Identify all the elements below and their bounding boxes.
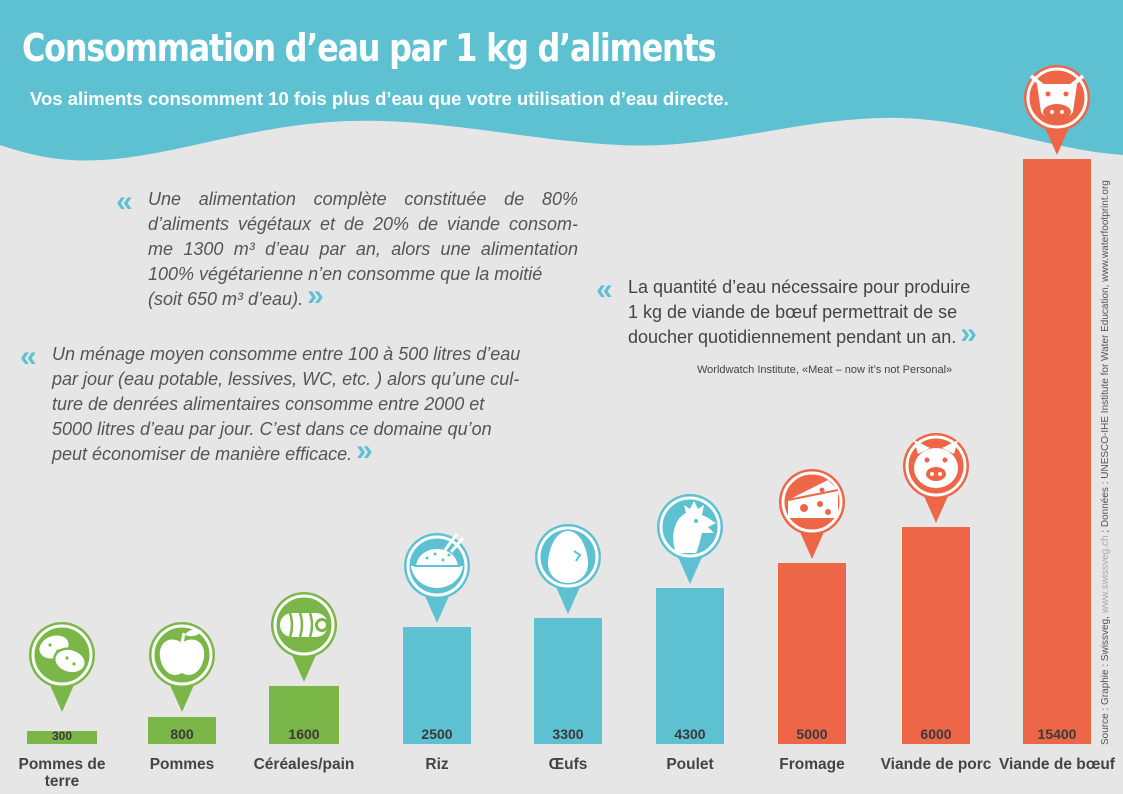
rice-bowl-pin <box>404 533 470 623</box>
quote-line: ture de denrées alimentaires consomme en… <box>52 394 485 414</box>
quote-credit: Worldwatch Institute, «Meat – now it’s n… <box>697 364 953 376</box>
quote-line: 1 kg de viande de bœuf permettrait de se <box>628 302 958 322</box>
bar-value-label: 2500 <box>421 726 453 742</box>
bar-value-label: 6000 <box>920 726 952 742</box>
quote-line: me 1300 m³ d’eau par an, alors une alime… <box>148 239 578 259</box>
bar-9 <box>1023 159 1091 744</box>
bar-value-label: 300 <box>51 729 73 743</box>
bar-4 <box>403 627 471 744</box>
apple-icon <box>159 629 205 676</box>
bread-icon <box>280 612 329 638</box>
source-note: Source : Graphie : Swissveg, www.swissve… <box>1100 180 1111 745</box>
category-label: Céréales/pain <box>253 756 355 773</box>
pig-pin <box>903 433 969 523</box>
quote-line: La quantité d’eau nécessaire pour produi… <box>628 277 971 297</box>
bar-value-label: 5000 <box>796 726 828 742</box>
cheese-icon <box>787 480 839 518</box>
cow-pin <box>1024 65 1090 155</box>
bar-8 <box>902 527 970 744</box>
chicken-icon <box>673 501 716 553</box>
bar-value-label: 800 <box>170 726 194 742</box>
potato-pin <box>29 622 95 712</box>
quote-close-mark: » <box>307 279 324 312</box>
quote-line: (soit 650 m³ d’eau). <box>148 289 304 309</box>
bar-value-label: 3300 <box>552 726 584 742</box>
bar-value-label: 4300 <box>674 726 706 742</box>
quote-line: Un ménage moyen consomme entre 100 à 500… <box>52 344 521 364</box>
page-title: Consommation d’eau par 1 kg d’aliments <box>22 26 716 70</box>
rice-bowl-icon <box>411 533 465 588</box>
category-label: Pommes <box>149 756 215 773</box>
quote-diet: « Une alimentation complète constituée d… <box>116 187 578 312</box>
category-label: Viande de bœuf <box>999 756 1115 773</box>
bar-value-label: 15400 <box>1037 726 1077 742</box>
quote-line: peut économiser de manière efficace. <box>52 444 353 464</box>
bar-3 <box>269 686 339 744</box>
quote-line: Une alimentation complète constituée de … <box>148 189 578 209</box>
category-label: Pommes de terre <box>18 756 106 790</box>
source-prefix: Source : Graphie : Swissveg, <box>1100 613 1111 745</box>
egg-icon <box>548 531 588 583</box>
quote-line: par jour (eau potable, lessives, WC, etc… <box>52 369 520 389</box>
quote-line: doucher quotidiennement pendant un an. <box>628 327 957 347</box>
header-wave-background <box>0 0 1123 161</box>
pig-icon <box>914 440 958 488</box>
quote-close-mark: » <box>960 317 977 350</box>
quote-beef: « La quantité d’eau nécessaire pour prod… <box>596 275 1008 350</box>
bar-5 <box>534 618 602 744</box>
bread-pin <box>271 592 337 682</box>
quote-line: 100% végétarienne n’en consomme que la m… <box>148 264 543 284</box>
source-faint: www.swissveg.ch <box>1100 535 1111 614</box>
apple-pin <box>149 622 215 712</box>
cheese-pin <box>779 469 845 559</box>
bar-value-label: 1600 <box>288 726 320 742</box>
category-label: Viande de porc <box>880 756 992 773</box>
quote-close-mark: » <box>356 434 373 467</box>
category-label: Œufs <box>548 756 588 773</box>
potato-icon <box>39 635 88 675</box>
quote-line: 5000 litres d’eau par jour. C’est dans c… <box>52 419 492 439</box>
quote-open-mark: « <box>596 273 613 306</box>
category-label: Riz <box>425 756 449 773</box>
bar-2 <box>148 717 216 744</box>
category-label: Fromage <box>779 756 845 773</box>
quote-open-mark: « <box>116 185 133 218</box>
quote-open-mark: « <box>20 340 37 373</box>
source-suffix: ; Données : UNESCO-IHE Institute for Wat… <box>1100 180 1111 536</box>
quote-household: « Un ménage moyen consomme entre 100 à 5… <box>20 342 542 467</box>
category-label: Poulet <box>666 756 714 773</box>
bar-7 <box>778 563 846 744</box>
cow-icon <box>1029 74 1085 120</box>
chicken-pin <box>657 494 723 584</box>
bar-6 <box>656 588 724 744</box>
egg-pin <box>535 524 601 614</box>
quote-line: d’aliments végétaux et de 20% de viande … <box>148 214 578 234</box>
page-subtitle: Vos aliments consomment 10 fois plus d’e… <box>30 88 729 109</box>
bar-1 <box>27 731 97 744</box>
